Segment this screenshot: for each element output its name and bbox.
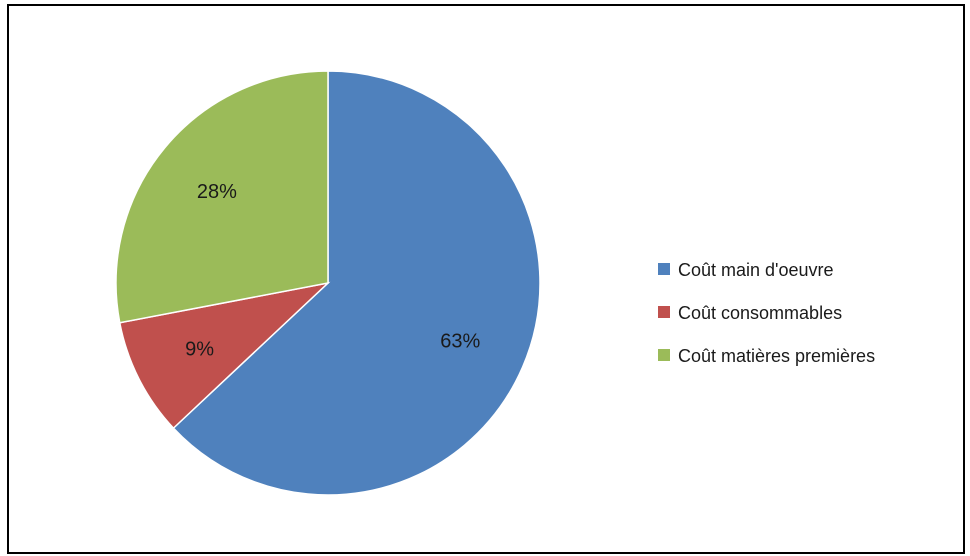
pie-slices xyxy=(115,70,541,496)
legend-swatch-0 xyxy=(658,263,670,275)
legend-item-0: Coût main d'oeuvre xyxy=(658,260,834,280)
legend-label-2: Coût matières premières xyxy=(678,346,875,366)
pie-slice-2 xyxy=(115,70,329,324)
legend-item-2: Coût matières premières xyxy=(658,346,875,366)
pie-data-labels: 63% 9% 28% xyxy=(185,181,480,360)
legend-label-1: Coût consommables xyxy=(678,303,842,323)
pie-slice-1 xyxy=(118,281,331,430)
pie-slice-0 xyxy=(172,70,541,496)
pie-data-label-0: 63% xyxy=(440,330,480,352)
legend-label-0: Coût main d'oeuvre xyxy=(678,260,834,280)
legend-swatch-2 xyxy=(658,349,670,361)
pie-data-label-1: 9% xyxy=(185,338,214,360)
legend-item-1: Coût consommables xyxy=(658,303,842,323)
legend: Coût main d'oeuvre Coût consommables Coût … xyxy=(658,260,875,366)
legend-swatch-1 xyxy=(658,306,670,318)
pie-data-label-2: 28% xyxy=(197,181,237,203)
